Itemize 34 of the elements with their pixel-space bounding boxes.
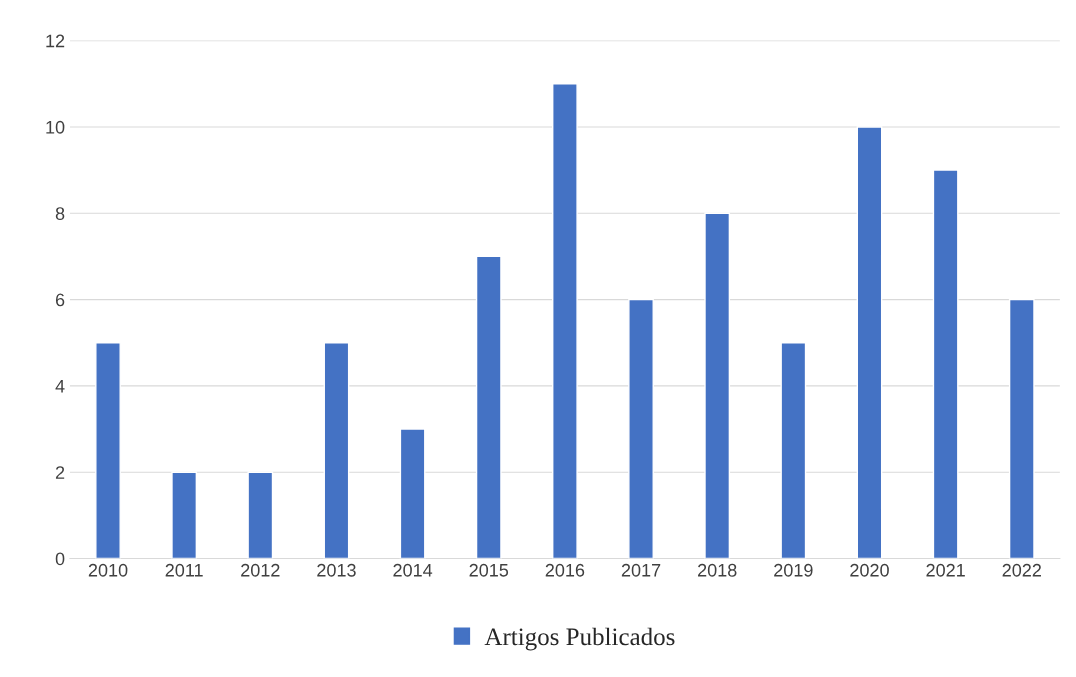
bar <box>1008 298 1035 559</box>
x-tick-label: 2014 <box>393 563 433 577</box>
bar <box>780 342 807 559</box>
legend-label: Artigos Publicados <box>484 627 675 651</box>
x-tick-label: 2018 <box>698 563 737 577</box>
bar <box>171 471 198 559</box>
bar <box>628 298 654 559</box>
x-tick-label: 2017 <box>621 563 661 577</box>
bar <box>475 255 502 559</box>
x-tick-label: 2016 <box>545 563 585 577</box>
bar <box>552 83 578 559</box>
x-tick-label: 2020 <box>850 563 889 577</box>
x-tick-label: 2021 <box>926 563 965 577</box>
bar <box>247 471 274 559</box>
x-tick-label: 2019 <box>774 563 813 577</box>
bar <box>399 428 426 559</box>
y-tick-label: 0 <box>55 552 65 566</box>
y-tick-label: 8 <box>55 207 65 220</box>
y-tick-label: 12 <box>46 34 65 48</box>
bar <box>323 342 350 559</box>
x-tick-label: 2013 <box>317 563 356 577</box>
bar <box>932 169 959 559</box>
bar <box>95 342 121 559</box>
y-tick-label: 10 <box>46 120 65 134</box>
bar <box>704 212 731 559</box>
x-tick-label: 2022 <box>1002 563 1041 577</box>
x-tick-label: 2015 <box>469 563 509 577</box>
x-tick-label: 2012 <box>241 563 280 577</box>
y-tick-label: 2 <box>55 466 65 479</box>
bar <box>856 126 883 559</box>
y-tick-label: 4 <box>55 380 65 393</box>
x-tick-label: 2010 <box>88 563 128 577</box>
x-tick-label: 2011 <box>165 563 203 577</box>
y-tick-label: 6 <box>55 293 65 307</box>
